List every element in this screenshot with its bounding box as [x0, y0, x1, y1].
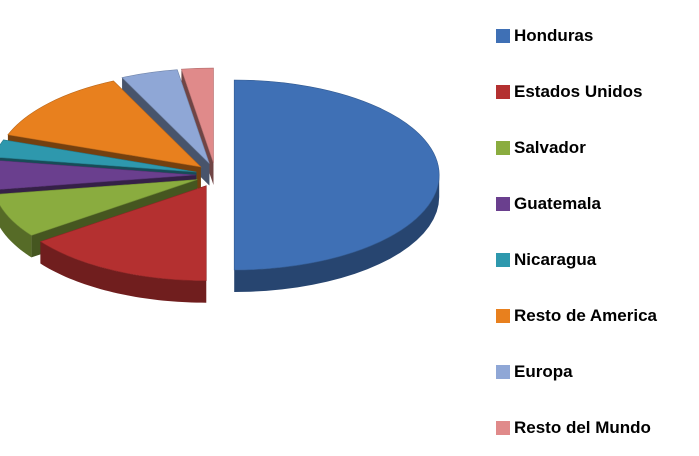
legend-label: Resto del Mundo [514, 418, 651, 438]
legend-item: Resto del Mundo [496, 400, 657, 456]
legend-label: Guatemala [514, 194, 601, 214]
legend-swatch [496, 365, 510, 379]
legend-swatch [496, 309, 510, 323]
legend-item: Salvador [496, 120, 657, 176]
legend: Honduras Estados Unidos Salvador Guatemala N… [496, 8, 657, 456]
legend-label: Estados Unidos [514, 82, 642, 102]
legend-item: Resto de America [496, 288, 657, 344]
legend-item: Honduras [496, 8, 657, 64]
legend-label: Honduras [514, 26, 593, 46]
legend-swatch [496, 85, 510, 99]
legend-swatch [496, 421, 510, 435]
legend-item: Estados Unidos [496, 64, 657, 120]
legend-item: Europa [496, 344, 657, 400]
legend-swatch [496, 141, 510, 155]
legend-swatch [496, 253, 510, 267]
legend-swatch [496, 197, 510, 211]
legend-label: Resto de America [514, 306, 657, 326]
legend-label: Nicaragua [514, 250, 596, 270]
pie-chart: Honduras Estados Unidos Salvador Guatemala N… [0, 0, 699, 412]
legend-item: Nicaragua [496, 232, 657, 288]
legend-label: Salvador [514, 138, 586, 158]
legend-swatch [496, 29, 510, 43]
legend-label: Europa [514, 362, 573, 382]
legend-item: Guatemala [496, 176, 657, 232]
